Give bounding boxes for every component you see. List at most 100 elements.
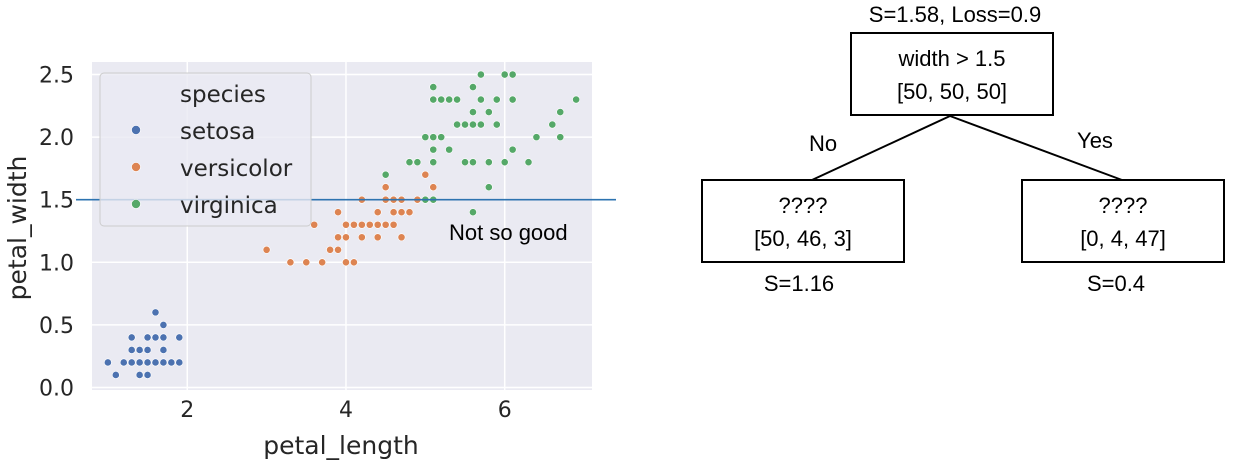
point-virginica	[556, 133, 565, 142]
legend-title: species	[180, 82, 266, 108]
x-tick-label: 4	[339, 398, 353, 423]
point-setosa	[135, 358, 144, 367]
point-virginica	[429, 95, 438, 104]
point-virginica	[429, 83, 438, 91]
root-node-counts: [50, 50, 50]	[897, 79, 1007, 104]
point-setosa	[159, 346, 168, 354]
point-setosa	[159, 358, 168, 367]
point-virginica	[524, 158, 533, 167]
point-versicolor	[286, 258, 295, 267]
legend-entries: setosa versicolor virginica	[131, 119, 293, 219]
data-points	[103, 70, 581, 379]
edge-label-yes: Yes	[1077, 128, 1113, 153]
point-versicolor	[357, 233, 366, 242]
point-virginica	[572, 95, 581, 104]
point-virginica	[421, 133, 430, 142]
point-virginica	[469, 108, 477, 116]
point-setosa	[119, 358, 128, 367]
point-versicolor	[373, 208, 382, 217]
point-versicolor	[334, 245, 342, 254]
point-virginica	[469, 208, 477, 217]
y-tick-label: 0.5	[39, 314, 74, 339]
point-virginica	[461, 120, 469, 129]
point-versicolor	[310, 220, 319, 229]
point-virginica	[500, 70, 509, 79]
point-virginica	[492, 120, 501, 129]
point-virginica	[437, 95, 446, 104]
legend-label-versicolor: versicolor	[180, 156, 293, 182]
point-setosa	[175, 333, 184, 342]
y-tick-label: 1.0	[39, 251, 74, 276]
point-virginica	[405, 158, 414, 167]
y-tick-labels: 0.0 0.5 1.0 1.5 2.0 2.5	[39, 64, 74, 402]
point-setosa	[127, 333, 136, 342]
point-setosa	[103, 358, 112, 367]
point-virginica	[484, 158, 493, 167]
root-node	[850, 32, 1054, 116]
right-node-label: ????	[1099, 193, 1148, 218]
point-versicolor	[373, 233, 382, 242]
point-virginica	[508, 70, 517, 79]
point-setosa	[127, 346, 136, 354]
root-node-condition: width > 1.5	[897, 46, 1005, 71]
point-versicolor	[350, 220, 358, 229]
point-virginica	[453, 120, 461, 129]
point-virginica	[469, 83, 477, 91]
point-setosa	[151, 308, 160, 317]
point-setosa	[135, 371, 144, 379]
point-virginica	[461, 158, 469, 167]
point-versicolor	[365, 220, 374, 229]
point-virginica	[548, 120, 557, 129]
legend-label-setosa: setosa	[180, 119, 255, 145]
right-node-counts: [0, 4, 47]	[1080, 226, 1166, 251]
x-axis-label: petal_length	[263, 431, 419, 460]
edge-label-no: No	[809, 131, 837, 156]
point-versicolor	[318, 258, 327, 267]
legend-box	[99, 72, 312, 227]
point-virginica	[413, 158, 422, 167]
y-tick-label: 2.0	[39, 126, 74, 151]
point-setosa	[159, 333, 168, 342]
legend-marker-setosa	[131, 125, 141, 135]
point-virginica	[445, 145, 454, 154]
legend-label-virginica: virginica	[180, 193, 278, 219]
point-virginica	[484, 183, 493, 192]
right-node	[1021, 179, 1225, 263]
right-node-score: S=0.4	[1087, 271, 1145, 296]
point-versicolor	[326, 245, 334, 254]
point-setosa	[159, 321, 168, 329]
point-versicolor	[350, 258, 358, 267]
point-virginica	[500, 158, 509, 167]
left-node-score: S=1.16	[764, 271, 834, 296]
point-virginica	[429, 145, 438, 154]
left-node-label: ????	[779, 193, 828, 218]
point-setosa	[111, 371, 120, 379]
point-versicolor	[405, 208, 414, 217]
point-virginica	[469, 158, 477, 167]
point-versicolor	[342, 233, 350, 242]
left-node	[701, 179, 905, 263]
point-virginica	[484, 108, 493, 116]
point-setosa	[151, 333, 160, 342]
x-tick-label: 2	[180, 398, 194, 423]
point-setosa	[151, 358, 160, 367]
x-tick-label: 6	[498, 398, 512, 423]
left-node-counts: [50, 46, 3]	[754, 226, 852, 251]
point-setosa	[143, 358, 152, 367]
x-tick-labels: 2 4 6	[180, 398, 511, 423]
point-versicolor	[342, 220, 350, 229]
point-setosa	[127, 358, 136, 367]
point-virginica	[556, 108, 565, 116]
point-versicolor	[389, 220, 398, 229]
point-virginica	[429, 158, 438, 167]
point-versicolor	[334, 208, 342, 217]
point-setosa	[143, 371, 152, 379]
point-versicolor	[342, 258, 350, 267]
legend: species setosa versicolor virginica	[99, 72, 312, 227]
point-versicolor	[357, 220, 366, 229]
point-virginica	[508, 95, 517, 104]
point-versicolor	[334, 233, 342, 242]
point-versicolor	[429, 183, 438, 192]
point-virginica	[381, 170, 390, 179]
